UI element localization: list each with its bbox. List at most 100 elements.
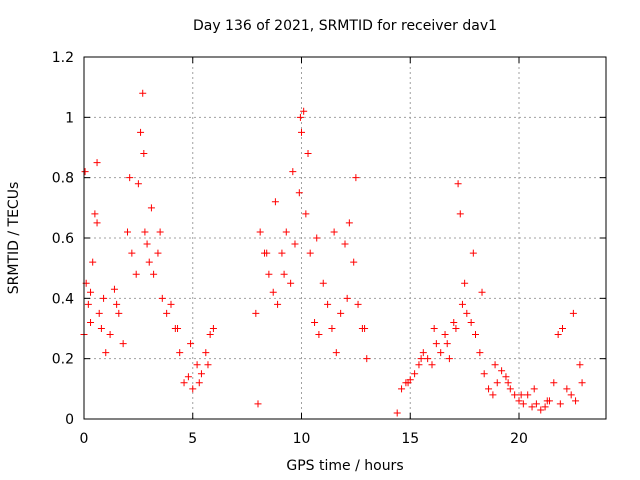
data-point (163, 309, 171, 317)
data-point (287, 279, 295, 287)
data-point (197, 370, 205, 378)
data-point (128, 249, 136, 257)
data-point (176, 349, 184, 357)
data-point (206, 331, 214, 339)
data-point (398, 385, 406, 393)
plot-area-frame (83, 56, 607, 420)
data-point (506, 385, 514, 393)
data-point (252, 309, 260, 317)
data-point (84, 300, 92, 308)
data-point (295, 189, 303, 197)
data-point (430, 325, 438, 332)
data-point (478, 288, 486, 296)
data-point (417, 355, 425, 363)
data-point (515, 397, 523, 405)
data-points (80, 89, 586, 417)
data-point (143, 240, 151, 248)
data-point (550, 379, 558, 387)
data-point (126, 174, 134, 182)
data-point (489, 391, 497, 399)
data-point (193, 361, 201, 369)
data-point (411, 370, 419, 378)
data-point (296, 113, 304, 121)
data-point (361, 325, 369, 332)
data-point (578, 379, 586, 387)
data-point (504, 379, 512, 387)
data-point (511, 391, 519, 399)
y-tick-label: 0.6 (52, 231, 74, 247)
data-point (319, 279, 327, 287)
x-tick-label: 20 (510, 431, 528, 447)
data-point (87, 318, 95, 326)
data-point (298, 128, 305, 136)
axis-ticks: 0 0.2 0.4 0.6 0.8 1 1.2 0 5 10 15 20 (52, 50, 606, 447)
data-point (132, 270, 140, 278)
data-point (102, 349, 110, 357)
data-point (256, 228, 264, 236)
data-point (437, 349, 445, 357)
data-point (282, 228, 290, 236)
data-point (150, 270, 158, 278)
data-point (81, 168, 89, 176)
x-tick-label: 15 (401, 431, 419, 447)
data-point (209, 325, 217, 332)
data-point (345, 219, 353, 227)
data-point (93, 219, 101, 227)
data-point (480, 370, 488, 378)
data-point (541, 403, 549, 411)
data-point (519, 400, 527, 408)
y-tick-label: 0.4 (52, 291, 74, 307)
data-point (271, 198, 279, 206)
data-point (124, 228, 131, 236)
data-point (441, 331, 449, 339)
data-point (404, 379, 412, 387)
data-point (93, 159, 101, 167)
data-point (461, 279, 469, 287)
data-point (263, 249, 271, 257)
data-point (158, 294, 166, 302)
data-point (458, 300, 466, 308)
data-point (563, 385, 571, 393)
data-point (115, 309, 123, 317)
data-point (559, 325, 566, 332)
data-point (498, 367, 506, 375)
data-point (110, 285, 118, 293)
data-point (472, 331, 479, 339)
y-tick-label: 0.2 (52, 352, 74, 368)
data-point (189, 385, 197, 393)
data-point (456, 210, 464, 218)
data-point (576, 361, 584, 369)
data-point (341, 240, 349, 248)
data-point (145, 258, 153, 266)
data-point (87, 288, 95, 296)
data-point (502, 373, 510, 381)
data-point (89, 258, 97, 266)
data-point (187, 340, 195, 348)
data-point (269, 288, 277, 296)
data-point (517, 391, 525, 399)
data-point (100, 294, 108, 302)
data-point (141, 228, 149, 236)
y-axis-label: SRMTID / TECUs (6, 182, 22, 295)
data-point (485, 385, 493, 393)
data-point (254, 400, 262, 408)
data-point (532, 400, 540, 408)
y-tick-label: 1 (65, 110, 74, 126)
data-point (202, 349, 210, 357)
data-point (311, 318, 319, 326)
data-point (139, 89, 147, 97)
data-point (156, 228, 164, 236)
data-point (265, 270, 273, 278)
data-point (332, 349, 340, 357)
x-tick-label: 0 (80, 431, 89, 447)
data-point (184, 373, 192, 381)
data-point (97, 325, 105, 332)
data-point (452, 325, 460, 332)
data-point (419, 349, 427, 357)
data-point (393, 409, 401, 417)
data-point (530, 385, 538, 393)
data-point (278, 249, 286, 257)
data-point (567, 391, 575, 399)
